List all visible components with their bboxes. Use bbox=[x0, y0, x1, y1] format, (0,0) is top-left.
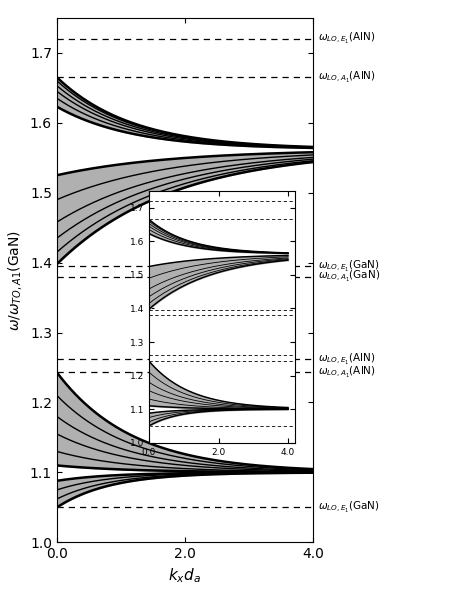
X-axis label: $k_x d_a$: $k_x d_a$ bbox=[168, 567, 201, 585]
Text: $\omega_{LO,E_1}$(GaN): $\omega_{LO,E_1}$(GaN) bbox=[318, 500, 380, 515]
Text: $\omega_{LO,E_1}$(AlN): $\omega_{LO,E_1}$(AlN) bbox=[318, 352, 375, 367]
Text: $\omega_{LO,A_1}$(AlN): $\omega_{LO,A_1}$(AlN) bbox=[318, 70, 376, 85]
Y-axis label: $\omega/\omega_{TO,A1}$(GaN): $\omega/\omega_{TO,A1}$(GaN) bbox=[6, 229, 24, 331]
Text: $\omega_{LO,A_1}$(GaN): $\omega_{LO,A_1}$(GaN) bbox=[318, 269, 380, 284]
Text: $\omega_{LO,E_1}$(GaN): $\omega_{LO,E_1}$(GaN) bbox=[318, 259, 380, 274]
Text: $\omega_{LO,E_1}$(AlN): $\omega_{LO,E_1}$(AlN) bbox=[318, 32, 375, 46]
Text: $\omega_{LO,A_1}$(AlN): $\omega_{LO,A_1}$(AlN) bbox=[318, 365, 376, 380]
